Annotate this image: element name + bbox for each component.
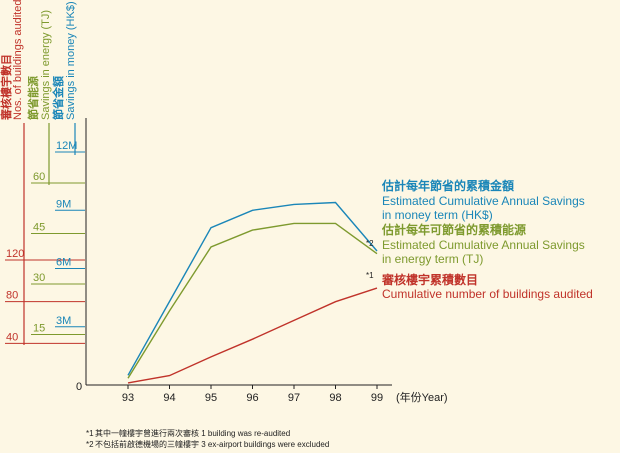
y-axes: 40 80 120 15 30 45 60 3M 6M 9M 12M 0	[5, 118, 87, 393]
energy-tick-label: 30	[33, 272, 45, 284]
x-tick-label: 95	[205, 392, 217, 404]
buildings-label-note: *1	[366, 271, 374, 280]
money-axis-title-en: Savings in money (HK$)	[65, 1, 77, 120]
energy-axis-title-en: Savings in energy (TJ)	[40, 10, 52, 120]
buildings-axis-title-zh: 審核樓宇數目	[0, 54, 13, 121]
money-label-en1: Estimated Cumulative Annual Savings	[382, 194, 585, 208]
x-tick-label: 96	[246, 392, 258, 404]
x-tick-label: 94	[163, 392, 175, 404]
x-axis: 93 94 95 96 97 98 99 (年份Year)	[86, 384, 448, 404]
money-axis-title-zh: 節省金額	[51, 76, 65, 120]
footnote-text: 其中一幢樓宇曾進行兩次審核 1 building was re-audited	[95, 428, 290, 438]
energy-label-en2: in energy term (TJ)	[382, 252, 483, 266]
energy-tick-label: 45	[33, 222, 45, 234]
origin-label: 0	[76, 381, 82, 393]
money-tick-label: 12M	[56, 140, 77, 152]
x-tick-label: 98	[329, 392, 341, 404]
buildings-axis-title-en: Nos. of buildings audited	[12, 0, 24, 120]
buildings-tick-label: 120	[6, 248, 24, 260]
x-tick-label: 93	[122, 392, 134, 404]
footnote-mark: *1	[86, 429, 94, 438]
buildings-label-en1: Cumulative number of buildings audited	[382, 287, 593, 301]
buildings-tick-label: 80	[6, 290, 18, 302]
energy-tick-label: 60	[33, 171, 45, 183]
money-series-line	[127, 201, 378, 376]
x-tick-label: 97	[288, 392, 300, 404]
series-lines	[127, 201, 378, 384]
money-label-en2: in money term (HK$)	[382, 208, 493, 222]
axis-titles: 審核樓宇數目 Nos. of buildings audited 節省能源 Savin…	[0, 0, 77, 121]
x-axis-unit: (年份Year)	[396, 390, 448, 404]
energy-label-note: *2	[366, 239, 374, 248]
footnotes: *1 其中一幢樓宇曾進行兩次審核 1 building was re-audite…	[86, 428, 329, 449]
money-tick-label: 9M	[56, 198, 71, 210]
x-tick-label: 99	[371, 392, 383, 404]
energy-tick-label: 15	[33, 323, 45, 335]
buildings-series-line	[127, 287, 378, 384]
energy-axis-title-zh: 節省能源	[26, 76, 40, 120]
buildings-tick-label: 40	[6, 331, 18, 343]
energy-label-en1: Estimated Cumulative Annual Savings	[382, 238, 585, 252]
money-tick-label: 6M	[56, 257, 71, 269]
energy-label-zh: 估計每年可節省的累積能源	[381, 222, 526, 237]
energy-series-line	[127, 222, 378, 379]
money-tick-label: 3M	[56, 315, 71, 327]
footnote-mark: *2	[86, 440, 94, 449]
footnote-text: 不包括前啟德機場的三幢樓宇 3 ex-airport buildings wer…	[95, 439, 329, 449]
money-label-zh: 估計每年節省的累積金額	[381, 178, 514, 193]
buildings-label-zh: 審核樓宇累積數目	[381, 272, 478, 287]
